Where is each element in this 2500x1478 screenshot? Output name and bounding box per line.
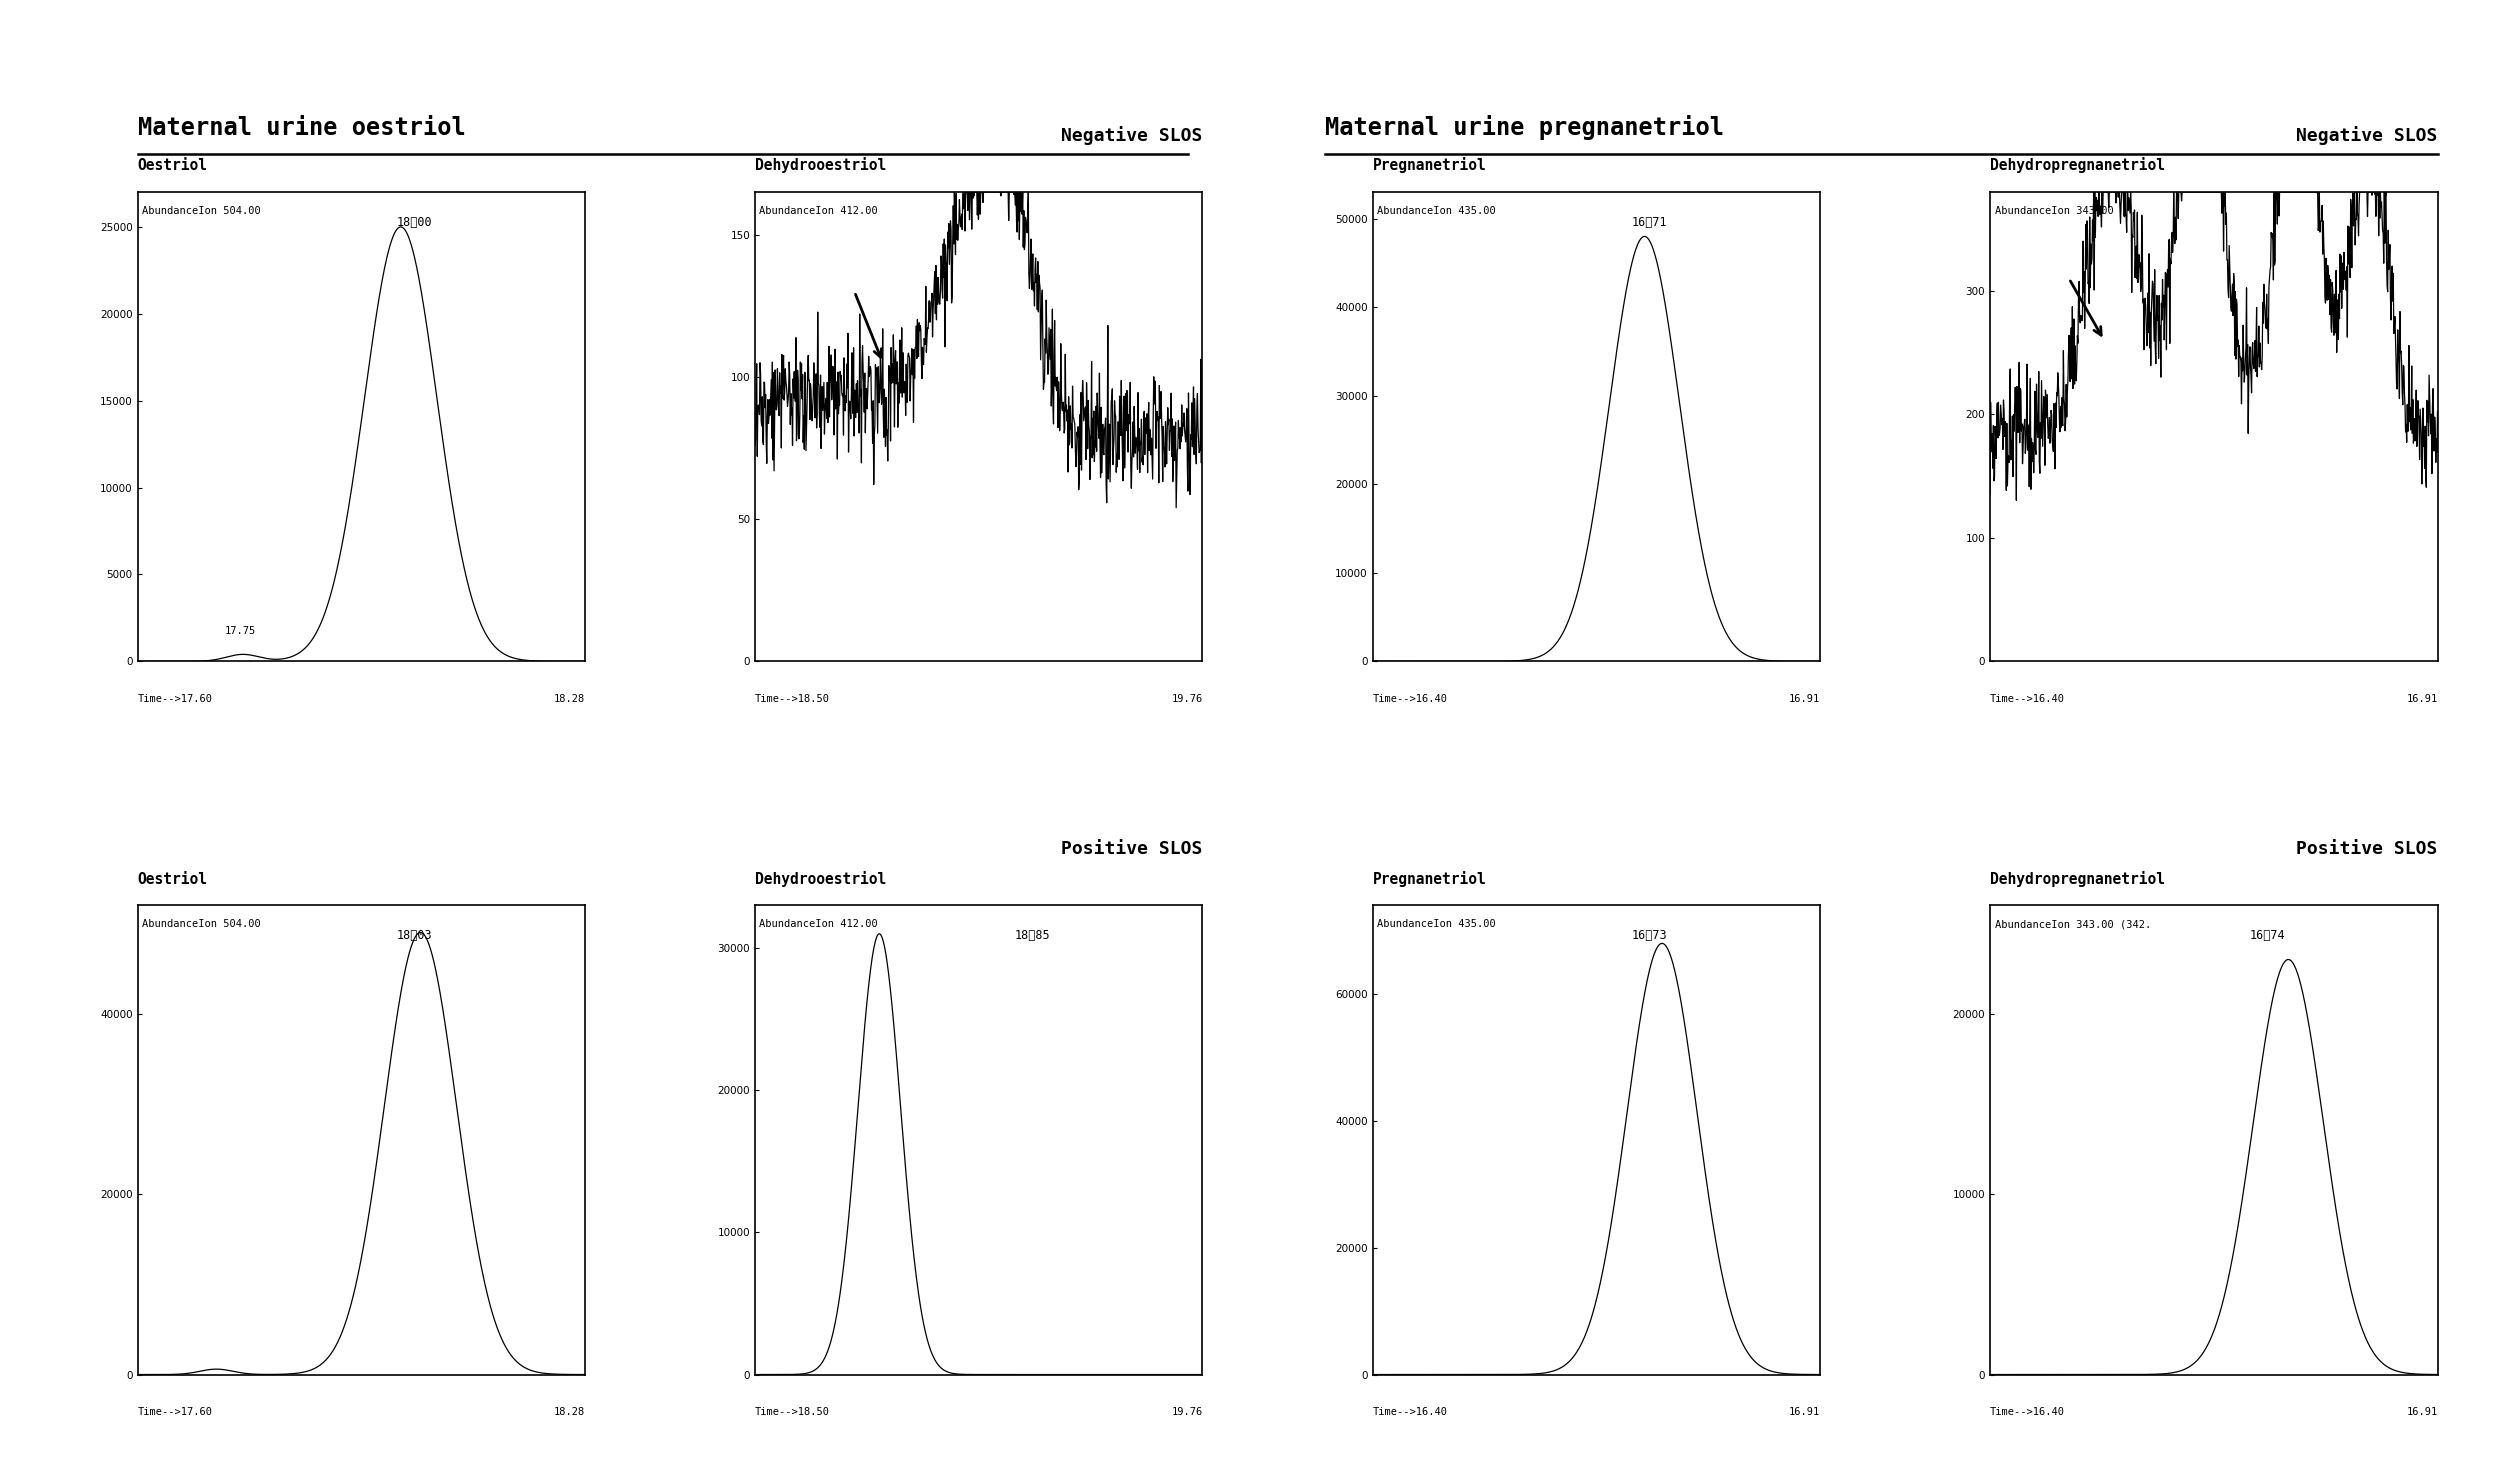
Text: AbundanceIon 343.00 (342.: AbundanceIon 343.00 (342.: [1995, 919, 2150, 930]
Text: 18​85: 18​85: [1015, 928, 1050, 941]
Text: Time-->16.40: Time-->16.40: [1990, 695, 2065, 704]
Text: Positive SLOS: Positive SLOS: [2295, 841, 2438, 859]
Text: 16.91: 16.91: [1788, 695, 1820, 704]
Text: 16.91: 16.91: [2405, 695, 2438, 704]
Text: 19.76: 19.76: [1170, 695, 1202, 704]
Text: AbundanceIon 504.00: AbundanceIon 504.00: [142, 207, 260, 216]
Text: Dehydrooestriol: Dehydrooestriol: [755, 871, 888, 887]
Text: Time-->17.60: Time-->17.60: [138, 1407, 212, 1417]
Text: AbundanceIon 504.00: AbundanceIon 504.00: [142, 919, 260, 930]
Text: AbundanceIon 343.00: AbundanceIon 343.00: [1995, 207, 2112, 216]
Text: Negative SLOS: Negative SLOS: [1060, 126, 1202, 145]
Text: 18​03: 18​03: [398, 928, 432, 941]
Text: Maternal urine oestriol: Maternal urine oestriol: [138, 117, 465, 140]
Text: 16.91: 16.91: [2405, 1407, 2438, 1417]
Text: Time-->17.60: Time-->17.60: [138, 695, 212, 704]
Text: 18.28: 18.28: [552, 695, 585, 704]
Text: 16.91: 16.91: [1788, 1407, 1820, 1417]
Text: 18​00: 18​00: [398, 216, 432, 229]
Text: Positive SLOS: Positive SLOS: [1060, 841, 1202, 859]
Text: AbundanceIon 435.00: AbundanceIon 435.00: [1378, 919, 1495, 930]
Text: Oestriol: Oestriol: [138, 158, 208, 173]
Text: Dehydrooestriol: Dehydrooestriol: [755, 157, 888, 173]
Text: Negative SLOS: Negative SLOS: [2295, 126, 2438, 145]
Text: Maternal urine pregnanetriol: Maternal urine pregnanetriol: [1325, 115, 1725, 140]
Text: Dehydropregnanetriol: Dehydropregnanetriol: [1990, 871, 2165, 887]
Text: 18.28: 18.28: [552, 1407, 585, 1417]
Text: Time-->18.50: Time-->18.50: [755, 1407, 830, 1417]
Text: 17.75: 17.75: [225, 625, 255, 636]
Text: Time-->16.40: Time-->16.40: [1372, 695, 1447, 704]
Text: 16​73: 16​73: [1632, 928, 1668, 941]
Text: Time-->16.40: Time-->16.40: [1372, 1407, 1447, 1417]
Text: AbundanceIon 412.00: AbundanceIon 412.00: [760, 207, 878, 216]
Text: Time-->18.50: Time-->18.50: [755, 695, 830, 704]
Text: AbundanceIon 435.00: AbundanceIon 435.00: [1378, 207, 1495, 216]
Text: Pregnanetriol: Pregnanetriol: [1372, 157, 1487, 173]
Text: 16​74: 16​74: [2250, 928, 2285, 941]
Text: 19.76: 19.76: [1170, 1407, 1202, 1417]
Text: Time-->16.40: Time-->16.40: [1990, 1407, 2065, 1417]
Text: Oestriol: Oestriol: [138, 872, 208, 887]
Text: 16​71: 16​71: [1632, 216, 1668, 229]
Text: Pregnanetriol: Pregnanetriol: [1372, 871, 1487, 887]
Text: AbundanceIon 412.00: AbundanceIon 412.00: [760, 919, 878, 930]
Text: Dehydropregnanetriol: Dehydropregnanetriol: [1990, 157, 2165, 173]
